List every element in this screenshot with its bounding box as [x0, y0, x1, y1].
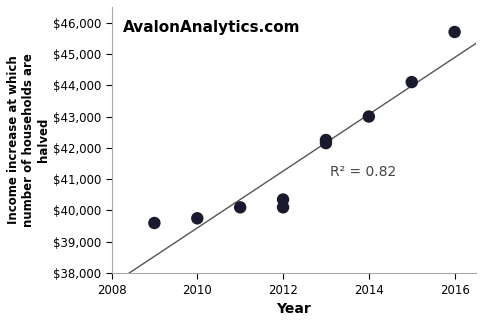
Y-axis label: Income increase at which
number of households are
halved: Income increase at which number of house…: [7, 53, 50, 227]
Point: [193, 216, 201, 221]
X-axis label: Year: Year: [276, 302, 311, 316]
Point: [151, 220, 158, 225]
Point: [322, 141, 330, 146]
Point: [408, 79, 415, 85]
Text: AvalonAnalytics.com: AvalonAnalytics.com: [123, 20, 300, 35]
Point: [236, 205, 244, 210]
Point: [365, 114, 373, 119]
Point: [451, 29, 458, 35]
Point: [322, 137, 330, 142]
Text: R² = 0.82: R² = 0.82: [330, 165, 397, 179]
Point: [279, 197, 287, 202]
Point: [279, 205, 287, 210]
